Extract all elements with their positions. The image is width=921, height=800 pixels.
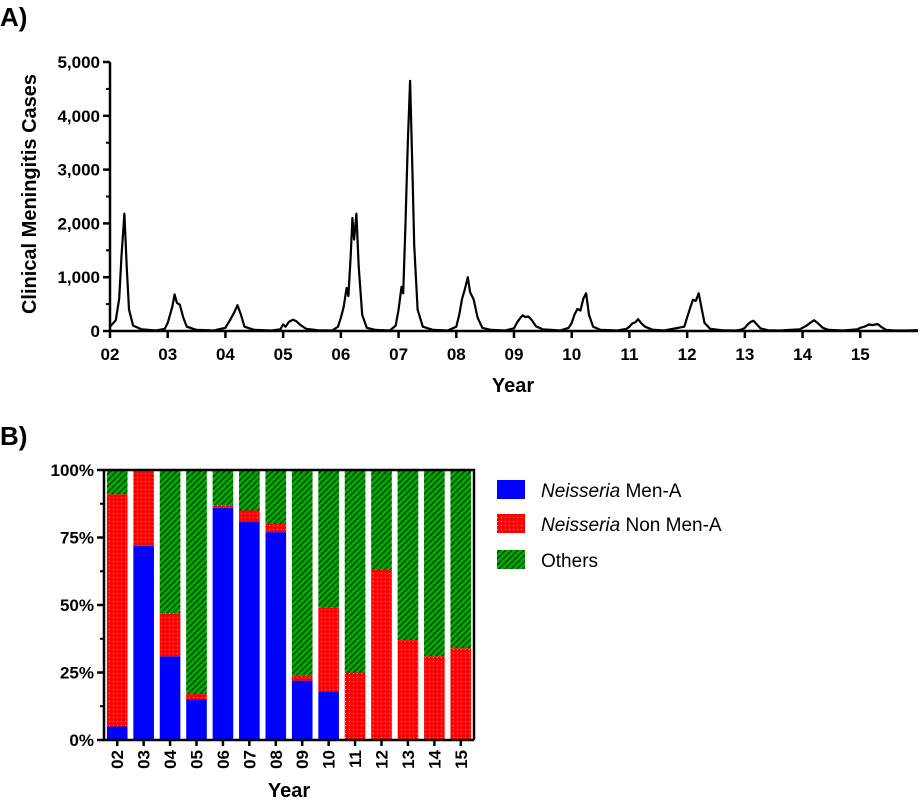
panel-a-y-tick-label: 5,000 [57,53,100,72]
panel-b-axis-frame [102,468,476,742]
bar-segment-men-a [133,545,154,740]
panel-b-x-tick-label: 13 [399,750,418,769]
panel-b-x-tick-label: 03 [135,750,154,769]
panel-a-x-tick-label: 02 [101,345,120,364]
bar-segment-non-men-a [397,640,419,740]
panel-a-y-ticks: 0 1,000 2,000 3,000 4,000 5,000 [57,53,110,341]
bar-segment-non-men-a [159,613,181,657]
panel-a-x-tick-label: 12 [678,345,697,364]
panel-a-y-tick-label: 3,000 [57,161,100,180]
bar-segment-non-men-a [106,494,128,727]
panel-b-y-tick-label: 25% [60,664,94,683]
bar-segment-men-a [318,691,339,740]
panel-a-x-axis-title: Year [492,375,534,397]
bar-segment-men-a [186,699,207,740]
panel-b-x-tick-label: 09 [293,750,312,769]
panel-b-y-tick-label: 75% [60,529,94,548]
panel-a-x-tick-label: 07 [389,345,408,364]
panel-a-line-chart: A) Clinical Meningitis Cases Year 0 1,000… [0,2,918,397]
panel-b-x-ticks: 02 03 04 05 06 07 08 09 10 11 12 13 14 15 [108,740,471,769]
panel-a-x-tick-label: 10 [562,345,581,364]
panel-b-x-tick-label: 06 [214,750,233,769]
panel-a-x-tick-label: 04 [216,345,235,364]
panel-a-x-tick-label: 03 [158,345,177,364]
legend-swatch [497,514,525,533]
panel-b-x-tick-label: 05 [188,750,207,769]
bar-segment-others [291,470,313,676]
bar-segment-men-a [291,680,313,740]
panel-a-x-tick-label: 14 [793,345,812,364]
panel-b-label: B) [0,421,27,451]
panel-b-x-tick-label: 08 [267,750,286,769]
panel-a-x-ticks: 02 03 04 05 06 07 08 09 10 11 12 13 14 15 [101,331,870,364]
panel-a-y-tick-label: 4,000 [57,107,100,126]
panel-b-y-tick-label: 50% [60,596,94,615]
bar-segment-others [371,470,392,570]
bar-segment-others [212,470,234,506]
bar-segment-non-men-a [318,607,339,692]
bar-segment-men-a [239,521,260,740]
panel-b-x-tick-label: 15 [452,750,471,769]
panel-a-x-tick-label: 13 [735,345,754,364]
panel-a-x-tick-label: 05 [274,345,293,364]
panel-a-y-tick-label: 1,000 [57,268,100,287]
bar-segment-men-a [159,656,181,740]
panel-b-x-tick-label: 02 [108,750,127,769]
panel-b-x-tick-label: 07 [240,750,259,769]
panel-a-label: A) [0,2,27,32]
panel-b-bars [106,470,472,740]
bar-segment-others [159,470,181,614]
panel-a-x-tick-label: 09 [505,345,524,364]
bar-segment-non-men-a [344,672,366,740]
bar-segment-others [106,470,128,495]
bar-segment-others [186,470,207,695]
bar-segment-non-men-a [265,524,287,533]
panel-a-y-axis-title: Clinical Meningitis Cases [19,74,41,314]
panel-b-x-tick-label: 14 [425,749,444,768]
panel-b-stacked-bar-chart: B) 0% 25% 50% 75% 100% 02 03 04 05 06 07 08 09 10 11 1… [0,421,722,800]
legend-swatch [497,480,525,499]
panel-b-legend: Neisseria Men-A Neisseria Non Men-A Others [497,480,722,572]
panel-a-y-tick-label: 2,000 [57,214,100,233]
panel-b-y-tick-label: 100% [51,461,94,480]
panel-a-x-tick-label: 06 [331,345,350,364]
legend-entry-label: Others [541,551,598,572]
panel-b-x-tick-label: 12 [373,750,392,769]
bar-segment-others [450,470,472,649]
panel-b-y-tick-label: 0% [69,731,94,750]
bar-segment-non-men-a [212,505,234,508]
legend-entry-label: Neisseria Non Men-A [541,515,722,536]
panel-b-x-tick-label: 10 [320,750,339,769]
panel-a-y-tick-label: 0 [91,322,100,341]
bar-segment-men-a [106,726,128,740]
panel-b-y-ticks: 0% 25% 50% 75% 100% [51,461,104,750]
bar-segment-men-a [265,532,287,740]
bar-segment-non-men-a [239,510,260,522]
bar-segment-others [397,470,419,641]
panel-b-x-tick-label: 04 [161,749,180,768]
panel-a-x-tick-label: 15 [851,345,870,364]
panel-b-x-axis-title: Year [268,780,310,800]
panel-a-x-tick-label: 08 [447,345,466,364]
legend-swatch [497,550,525,569]
bar-segment-others [344,470,366,673]
panel-a-series-line [109,79,918,332]
bar-segment-others [318,470,339,608]
bar-segment-men-a [212,507,234,740]
panel-b-x-tick-label: 11 [346,750,365,768]
bar-segment-non-men-a [291,675,313,681]
bar-segment-non-men-a [424,656,445,740]
bar-segment-non-men-a [450,648,472,740]
bar-segment-others [265,470,287,524]
panel-a-axis-frame [108,62,918,333]
bar-segment-others [424,470,445,657]
bar-segment-non-men-a [186,694,207,700]
bar-segment-non-men-a [133,470,154,546]
bar-segment-non-men-a [371,569,392,740]
panel-a-x-tick-label: 11 [620,345,638,364]
bar-segment-others [239,470,260,511]
legend-entry-label: Neisseria Men-A [541,481,682,502]
